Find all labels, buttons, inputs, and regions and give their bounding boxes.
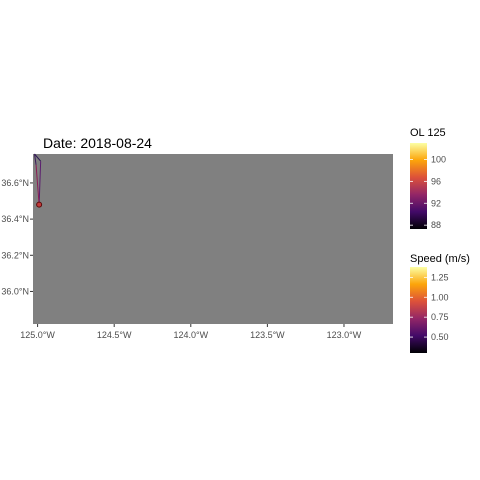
y-tick-label: 36.2°N	[1, 250, 29, 260]
legend-tick-label: 0.50	[431, 332, 449, 342]
map-title: Date: 2018-08-24	[43, 135, 152, 151]
track-segment	[34, 153, 42, 162]
legend-colorbar	[410, 143, 427, 229]
marker-layer	[36, 201, 43, 208]
legend-tick-label: 88	[431, 220, 441, 230]
y-tick-label: 36.4°N	[1, 214, 29, 224]
track-segment	[34, 153, 37, 165]
y-tick-label: 36.6°N	[1, 178, 29, 188]
legend-ticks: 100 96 92 88	[410, 154, 446, 230]
legend-speed: Speed (m/s) 1.25 1.00 0.75 0.50	[410, 253, 470, 353]
y-tick-label: 36.0°N	[1, 286, 29, 296]
track-segment	[35, 164, 40, 205]
legend-ol125: OL 125 100 96 92 88	[410, 127, 446, 230]
legend-tick-label: 1.00	[431, 292, 449, 302]
legend-title: Speed (m/s)	[410, 253, 470, 265]
position-marker	[36, 201, 43, 208]
legend-tick-label: 92	[431, 198, 441, 208]
map-background	[33, 154, 393, 324]
track-layer	[34, 153, 42, 205]
x-tick-label: 125.0°W	[20, 330, 55, 340]
y-axis: 36.6°N 36.4°N 36.2°N 36.0°N	[1, 178, 33, 296]
legend-ticks: 1.25 1.00 0.75 0.50	[410, 272, 449, 342]
x-tick-label: 124.0°W	[173, 330, 208, 340]
x-axis: 125.0°W 124.5°W 124.0°W 123.5°W 123.0°W	[20, 324, 362, 340]
map-panel	[33, 153, 393, 324]
track-segment	[38, 161, 42, 205]
x-tick-label: 124.5°W	[97, 330, 132, 340]
legend-tick-label: 96	[431, 176, 441, 186]
legend-title: OL 125	[410, 127, 446, 139]
x-tick-label: 123.0°W	[327, 330, 362, 340]
legend-colorbar	[410, 267, 427, 353]
legend-tick-label: 100	[431, 154, 446, 164]
legend-tick-label: 1.25	[431, 272, 449, 282]
x-tick-label: 123.5°W	[250, 330, 285, 340]
legend-tick-label: 0.75	[431, 312, 449, 322]
